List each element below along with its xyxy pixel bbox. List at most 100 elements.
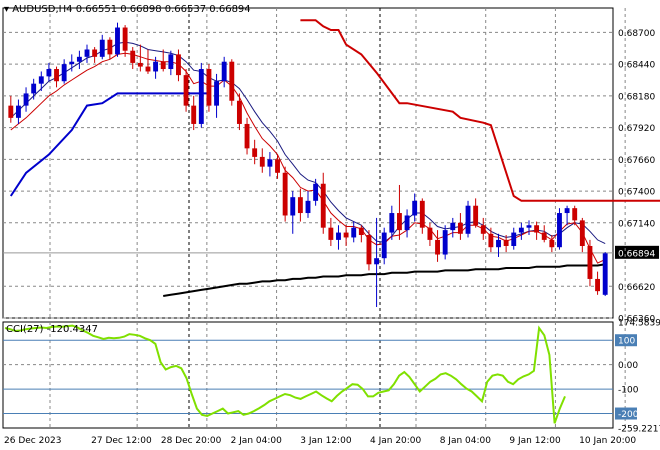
cci-level-box [615, 334, 637, 347]
candle-body[interactable] [427, 227, 433, 240]
candle-body[interactable] [84, 49, 90, 57]
candle-body[interactable] [76, 56, 82, 62]
candle-body[interactable] [8, 105, 14, 118]
candle-body[interactable] [587, 245, 593, 279]
candle-body[interactable] [252, 148, 258, 157]
time-tick-label: 26 Dec 2023 [4, 436, 62, 446]
candle-body[interactable] [206, 69, 212, 106]
candle-body[interactable] [358, 227, 364, 236]
candle-body[interactable] [38, 76, 44, 84]
candle-body[interactable] [275, 159, 280, 173]
candle-body[interactable] [557, 213, 562, 248]
candle-body[interactable] [412, 200, 418, 216]
candle-body[interactable] [595, 278, 601, 292]
candle-body[interactable] [198, 69, 204, 124]
candle-body[interactable] [435, 239, 440, 255]
candle-body[interactable] [168, 54, 174, 70]
candle-body[interactable] [320, 183, 326, 228]
candle-body[interactable] [153, 61, 159, 72]
price-panel-frame [2, 7, 614, 319]
time-tick-label: 9 Jan 12:00 [509, 436, 561, 446]
indicator-name: CCI(27) [6, 324, 44, 335]
time-tick-label: 4 Jan 20:00 [370, 436, 422, 446]
candle-body[interactable] [31, 83, 37, 94]
candle-body[interactable] [381, 232, 387, 259]
candle-body[interactable] [496, 239, 501, 248]
price-tick-label: 0.68440 [618, 61, 655, 71]
candle-body[interactable] [115, 27, 120, 55]
cci-tick-label: -100 [618, 386, 639, 396]
candle-body[interactable] [282, 172, 288, 216]
candle-body[interactable] [176, 54, 181, 76]
candle-body[interactable] [15, 105, 21, 118]
candle-body[interactable] [236, 100, 242, 124]
candle-body[interactable] [511, 232, 517, 246]
candle-body[interactable] [366, 235, 372, 265]
time-tick-label: 28 Dec 20:00 [161, 436, 222, 446]
candle-body[interactable] [54, 69, 59, 82]
candle-body[interactable] [69, 61, 75, 65]
candle-body[interactable] [534, 225, 540, 233]
candle-body[interactable] [122, 27, 128, 51]
candle-body[interactable] [480, 225, 486, 234]
price-tick-label: 0.68700 [618, 29, 655, 39]
candle-body[interactable] [92, 49, 98, 57]
candle-body[interactable] [503, 239, 509, 246]
candle-body[interactable] [473, 205, 479, 226]
candle-body[interactable] [267, 159, 273, 167]
header-arrow-icon: ▾ [4, 4, 10, 15]
ohlc-readout: 0.66551 0.66898 0.66537 0.66894 [75, 4, 251, 15]
candle-body[interactable] [229, 61, 235, 101]
candle-body[interactable] [107, 39, 113, 55]
candle-body[interactable] [518, 227, 524, 233]
price-tick-label: 0.67400 [618, 188, 655, 198]
candle-body[interactable] [579, 220, 585, 246]
candle-body[interactable] [297, 197, 303, 214]
candle-body[interactable] [442, 230, 448, 255]
candle-body[interactable] [488, 233, 494, 248]
candle-body[interactable] [526, 225, 532, 228]
candle-body[interactable] [602, 253, 608, 295]
candle-body[interactable] [328, 227, 334, 240]
price-tick-label: 0.68180 [618, 92, 655, 102]
candle-body[interactable] [160, 61, 166, 70]
candle-body[interactable] [130, 50, 136, 63]
candle-body[interactable] [541, 232, 547, 240]
candle-body[interactable] [351, 227, 357, 238]
candle-body[interactable] [214, 81, 219, 106]
cci-line [4, 324, 566, 424]
candle-body[interactable] [244, 123, 250, 149]
candle-body[interactable] [61, 64, 67, 82]
candle-body[interactable] [137, 62, 143, 67]
candle-body[interactable] [183, 75, 189, 106]
candle-body[interactable] [259, 156, 265, 167]
candle-body[interactable] [397, 213, 402, 231]
candle-body[interactable] [145, 66, 151, 72]
candle-body[interactable] [450, 222, 456, 231]
candle-body[interactable] [465, 205, 471, 234]
candle-body[interactable] [374, 258, 380, 265]
candle-body[interactable] [549, 239, 555, 248]
candle-body[interactable] [564, 208, 570, 214]
candle-body[interactable] [572, 208, 578, 221]
candle-body[interactable] [457, 222, 463, 234]
candle-body[interactable] [290, 197, 296, 216]
candle-body[interactable] [99, 39, 105, 57]
candle-body[interactable] [221, 61, 227, 82]
candle-body[interactable] [419, 200, 425, 228]
candle-body[interactable] [343, 232, 349, 238]
fast-moving-average-red [10, 52, 606, 264]
time-tick-label: 3 Jan 12:00 [300, 436, 352, 446]
candle-body[interactable] [23, 93, 29, 106]
candle-body[interactable] [336, 232, 341, 240]
candle-body[interactable] [404, 215, 410, 231]
candle-body[interactable] [305, 200, 311, 214]
candle-body[interactable] [313, 183, 319, 201]
candle-body[interactable] [389, 213, 395, 233]
price-tick-label: 0.66360 [618, 315, 655, 325]
candle-body[interactable] [46, 69, 52, 77]
chart-header: ▾ AUDUSD,H4 0.66551 0.66898 0.66537 0.66… [4, 4, 251, 15]
candle-body[interactable] [191, 105, 197, 124]
